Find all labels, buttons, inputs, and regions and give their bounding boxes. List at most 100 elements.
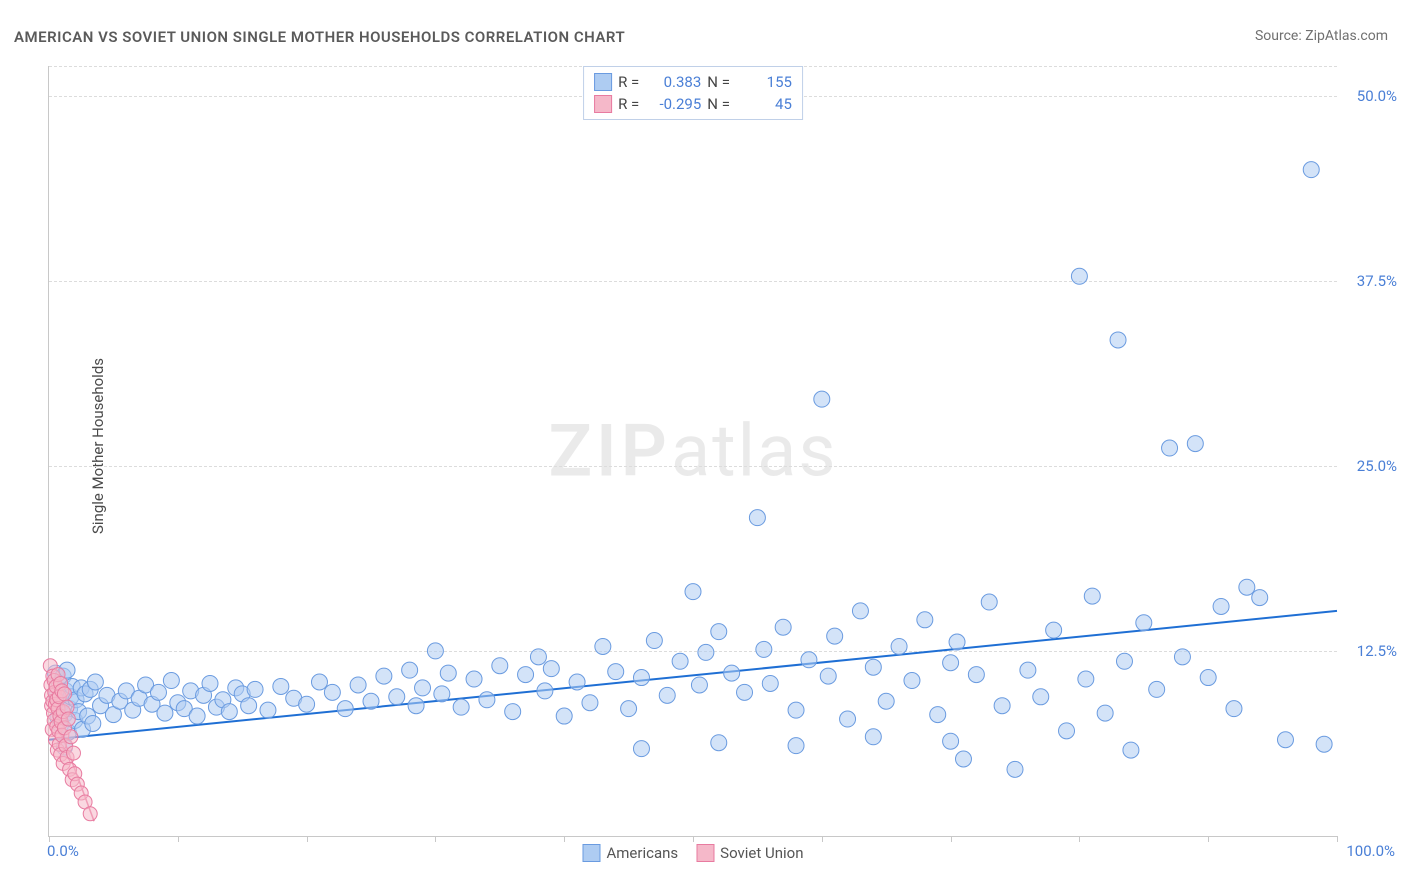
scatter-point-americans xyxy=(389,689,405,705)
scatter-point-americans xyxy=(1162,440,1178,456)
scatter-point-americans xyxy=(749,510,765,526)
scatter-point-americans xyxy=(698,644,714,660)
scatter-point-americans xyxy=(87,674,103,690)
scatter-point-americans xyxy=(968,667,984,683)
x-tick xyxy=(1079,836,1080,842)
scatter-point-americans xyxy=(981,594,997,610)
y-tick-label: 12.5% xyxy=(1357,642,1397,660)
scatter-point-americans xyxy=(505,704,521,720)
scatter-point-americans xyxy=(994,698,1010,714)
scatter-point-americans xyxy=(724,665,740,681)
scatter-point-americans xyxy=(163,673,179,689)
scatter-point-americans xyxy=(943,655,959,671)
y-tick-label: 37.5% xyxy=(1357,272,1397,290)
scatter-point-americans xyxy=(440,665,456,681)
scatter-point-americans xyxy=(543,661,559,677)
scatter-point-americans xyxy=(427,643,443,659)
scatter-point-americans xyxy=(189,708,205,724)
scatter-point-americans xyxy=(840,711,856,727)
scatter-point-americans xyxy=(324,684,340,700)
scatter-point-americans xyxy=(518,667,534,683)
scatter-point-americans xyxy=(363,693,379,709)
scatter-point-americans xyxy=(820,668,836,684)
legend-label-soviet: Soviet Union xyxy=(720,844,803,862)
scatter-point-americans xyxy=(260,702,276,718)
scatter-point-americans xyxy=(827,628,843,644)
stats-row-americans: R = 0.383 N = 155 xyxy=(594,71,792,93)
scatter-point-americans xyxy=(788,738,804,754)
scatter-plot-area: ZIPatlas R = 0.383 N = 155 R = -0.295 N … xyxy=(48,66,1337,837)
scatter-point-americans xyxy=(1149,681,1165,697)
x-tick xyxy=(1337,836,1338,842)
x-tick xyxy=(178,836,179,842)
scatter-point-americans xyxy=(1071,268,1087,284)
scatter-svg xyxy=(49,66,1337,836)
x-tick xyxy=(435,836,436,842)
scatter-point-soviet xyxy=(64,730,78,744)
scatter-point-americans xyxy=(904,673,920,689)
swatch-soviet xyxy=(594,95,612,113)
legend-item-americans: Americans xyxy=(582,844,678,862)
r-label: R = xyxy=(618,73,639,91)
scatter-point-americans xyxy=(756,641,772,657)
scatter-point-americans xyxy=(1020,662,1036,678)
x-tick xyxy=(1208,836,1209,842)
scatter-point-americans xyxy=(1116,653,1132,669)
scatter-point-americans xyxy=(659,687,675,703)
scatter-point-americans xyxy=(930,707,946,723)
scatter-point-soviet xyxy=(61,712,75,726)
scatter-point-americans xyxy=(1046,622,1062,638)
scatter-point-americans xyxy=(247,681,263,697)
scatter-point-americans xyxy=(1239,579,1255,595)
scatter-point-soviet xyxy=(57,687,71,701)
r-label: R = xyxy=(618,95,639,113)
legend-label-americans: Americans xyxy=(606,844,678,862)
source-attribution: Source: ZipAtlas.com xyxy=(1255,28,1388,44)
scatter-point-americans xyxy=(955,751,971,767)
scatter-point-americans xyxy=(556,708,572,724)
scatter-point-americans xyxy=(691,677,707,693)
scatter-point-americans xyxy=(221,704,237,720)
scatter-point-americans xyxy=(1174,649,1190,665)
scatter-point-americans xyxy=(595,638,611,654)
legend-swatch-americans xyxy=(582,844,600,862)
legend-item-soviet: Soviet Union xyxy=(696,844,803,862)
scatter-point-americans xyxy=(273,678,289,694)
scatter-point-americans xyxy=(537,683,553,699)
scatter-point-americans xyxy=(1007,761,1023,777)
scatter-point-americans xyxy=(1078,671,1094,687)
swatch-americans xyxy=(594,73,612,91)
scatter-point-americans xyxy=(415,680,431,696)
scatter-point-americans xyxy=(646,633,662,649)
scatter-point-americans xyxy=(492,658,508,674)
x-tick xyxy=(951,836,952,842)
scatter-point-americans xyxy=(530,649,546,665)
n-value-americans: 155 xyxy=(736,73,792,91)
scatter-point-americans xyxy=(1033,689,1049,705)
scatter-point-americans xyxy=(479,692,495,708)
scatter-point-americans xyxy=(453,699,469,715)
y-tick-label: 50.0% xyxy=(1357,87,1397,105)
scatter-point-americans xyxy=(633,670,649,686)
x-tick xyxy=(693,836,694,842)
scatter-point-americans xyxy=(801,652,817,668)
scatter-point-americans xyxy=(337,701,353,717)
scatter-point-americans xyxy=(1303,162,1319,178)
scatter-point-soviet xyxy=(66,746,80,760)
scatter-point-americans xyxy=(917,612,933,628)
n-label: N = xyxy=(707,73,730,91)
scatter-point-americans xyxy=(157,705,173,721)
scatter-point-americans xyxy=(1059,723,1075,739)
scatter-point-americans xyxy=(1123,742,1139,758)
x-tick xyxy=(307,836,308,842)
scatter-point-americans xyxy=(685,584,701,600)
scatter-point-americans xyxy=(865,729,881,745)
scatter-point-americans xyxy=(402,662,418,678)
scatter-point-americans xyxy=(1277,732,1293,748)
scatter-point-americans xyxy=(762,675,778,691)
scatter-point-americans xyxy=(1136,615,1152,631)
scatter-point-americans xyxy=(408,698,424,714)
x-axis-min-label: 0.0% xyxy=(47,842,79,860)
scatter-point-americans xyxy=(865,659,881,675)
scatter-point-americans xyxy=(376,668,392,684)
